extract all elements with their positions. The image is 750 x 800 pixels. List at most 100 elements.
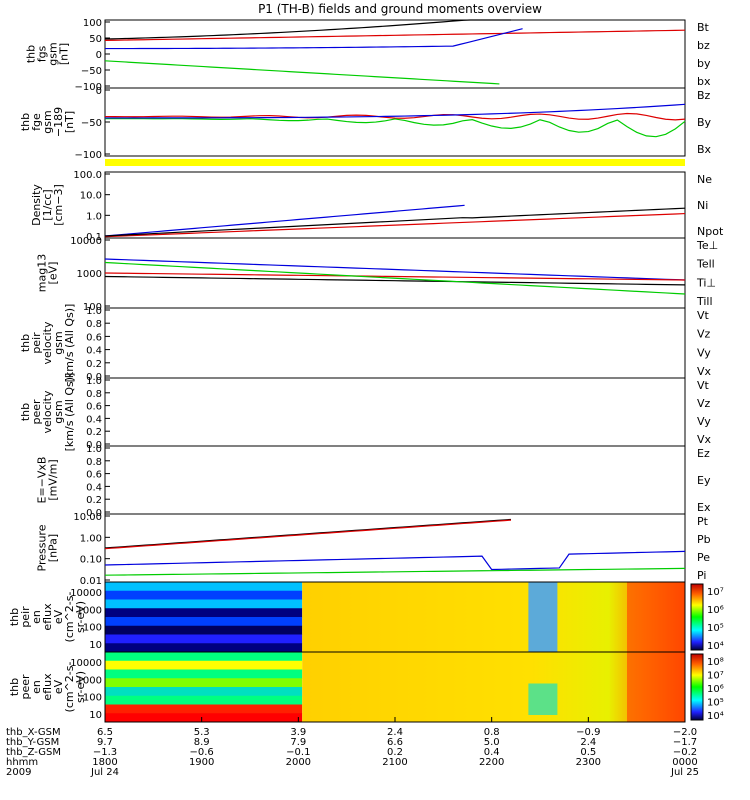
ytick-label: 0.1 [86,232,102,243]
spectrogram-band [105,678,303,688]
xtick-y: 2.4 [580,737,596,748]
spectrogram-band [105,687,303,697]
plot-title: P1 (TH-B) fields and ground moments over… [258,2,542,16]
legend-Ni: Ni [697,199,708,212]
panel-frame [104,237,686,309]
ylabel-line: gsm [41,110,54,133]
spectrogram-dip [528,683,558,715]
xtick-time: 2000 [286,757,311,768]
legend-bx: bx [697,75,711,88]
ylabel-line: eflux [41,673,54,701]
xtick-y: 5.0 [484,737,500,748]
ylabel-line: sr-eV) [74,671,87,703]
ytick-label: 0.8 [86,457,102,468]
panel-temp: mag13[eV] 10000 1000 100 Te⊥ Tell Ti⊥ Till [36,236,719,313]
ylabel-line: [nT] [58,43,71,65]
ylabel-density: Density[1/cc][cm−3] [30,184,65,226]
ytick-label: 1000 [77,605,102,616]
ytick-label: 1.0 [86,211,102,222]
legend-Ne: Ne [697,173,712,186]
colorbar-tick: 10⁷ [707,671,724,682]
ylabel-line: [cm−3] [52,184,65,226]
xtick-time: 2300 [576,757,601,768]
trace-bz [104,29,686,41]
spectrogram-main [302,582,685,652]
ytick-label: 0.6 [86,402,102,413]
spectrogram-band [105,634,303,644]
legend-Ex: Ex [697,501,711,514]
spectrogram-edge [627,652,685,722]
trace-by [104,60,500,85]
ytick-label: 0.8 [86,389,102,400]
ylabel-temp: mag13[eV] [36,254,60,292]
ytick-label: −50 [81,66,102,77]
legend-Bz: Bz [697,89,711,102]
legend-Vt: Vt [697,309,710,322]
ylabel-line: eflux [41,603,54,631]
legend-Vy: Vy [697,346,711,359]
xtick-date: Jul 24 [90,767,119,778]
ytick-label: 1000 [77,675,102,686]
ytick-label: 1000 [77,269,102,280]
ylabel-line: thb [8,678,21,696]
legend-Npot: Npot [697,225,724,238]
ytick-label: 10000 [70,588,102,599]
ylabel-line: eV [52,679,65,694]
trace-Pb [104,519,512,550]
panel-frame [104,87,686,157]
xtick-y: −1.7 [673,737,697,748]
xtick-z: −0.2 [673,747,697,758]
ytick-label: 10000 [70,658,102,669]
ylabel-line: eV [52,609,65,624]
trace-Ni [104,207,686,237]
legend-by: by [697,57,711,70]
trace-Ne [104,212,686,238]
spectrogram-band [105,695,303,705]
xaxis-row-label: thb_X-GSM [6,727,61,738]
legend-By: By [697,116,712,129]
ytick-label: 100 [83,623,102,634]
colorbar-tick: 10⁶ [707,684,724,695]
trace-Till [104,261,686,295]
ylabel-line: [nT] [63,111,76,133]
ytick-label: 100 [83,693,102,704]
trace-By [104,117,686,138]
ytick-label: 0.4 [86,414,102,425]
spectrogram-dip [528,582,558,652]
legend-bz: bz [697,39,710,52]
ytick-label: −50 [81,118,102,129]
xaxis-row-label: 2009 [6,767,31,778]
ytick-label: 100 [83,302,102,313]
colorbar [690,653,704,721]
ylabel-line: peer [19,674,32,700]
spectrogram-band [105,617,303,627]
colorbar-tick: 10⁵ [707,698,724,709]
xtick-z: 0.5 [580,747,596,758]
spectrogram-main [302,652,685,722]
legend-Till: Till [696,295,713,308]
ytick-label: 0.2 [86,359,102,370]
panel-pressure: Pressure[nPa] 10.00 1.00 0.10 0.01 Pt Pb Pe Pi [36,512,711,587]
ylabel-line: peer [30,399,43,425]
ylabel-line: en [30,610,43,624]
trace-Pi [104,550,686,571]
xtick-y: 9.7 [97,737,113,748]
ylabel-efield: E=−VxB[mV/m] [36,457,60,504]
ylabel-line: velocity [41,321,54,364]
ytick-label: 1.0 [86,376,102,387]
xaxis-row-label: thb_Y-GSM [6,737,59,748]
ytick-label: 50 [89,34,102,45]
panel-efield: E=−VxB[mV/m] 1.0 0.8 0.60.4 0.2 0.0 Ez Ey Ex [36,444,711,519]
xtick-x: 2.4 [387,727,403,738]
ylabel-line: peir [30,332,43,354]
ylabel-line: thb [19,113,32,131]
colorbar-tick: 10⁴ [707,711,724,722]
xtick-x: 3.9 [290,727,306,738]
ylabel-line: sr-eV) [74,601,87,633]
